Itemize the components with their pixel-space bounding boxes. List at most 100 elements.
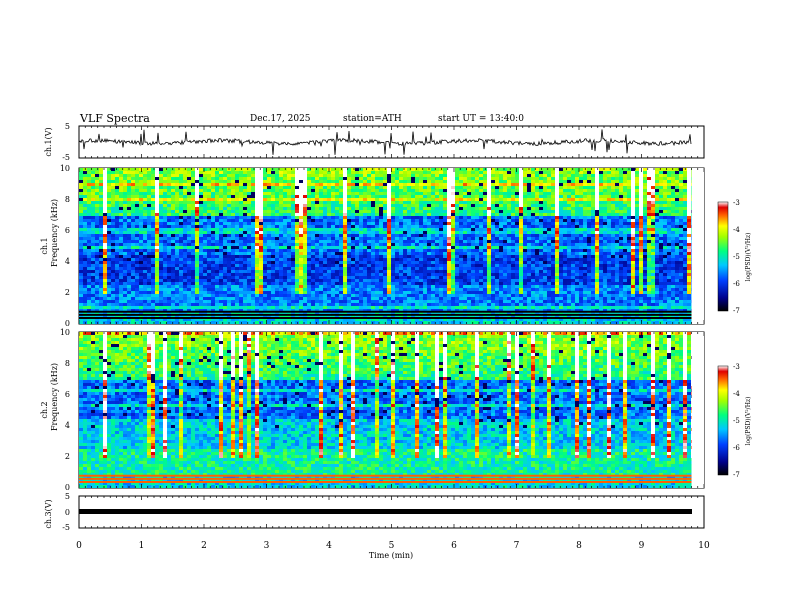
spectrogram-cell [151, 240, 155, 243]
spectrogram-cell [399, 222, 403, 225]
spectrogram-cell [147, 261, 151, 264]
spectrogram-cell [607, 180, 611, 183]
spectrogram-cell [675, 225, 679, 228]
spectrogram-cell [523, 204, 527, 207]
spectrogram-cell [491, 258, 495, 261]
spectrogram-cell [387, 213, 391, 216]
spectrogram-cell [283, 243, 287, 246]
spectrogram-cell [623, 228, 627, 231]
spectrogram-cell [99, 189, 103, 192]
spectrogram-cell [451, 174, 455, 177]
spectrogram-cell [295, 168, 299, 171]
spectrogram-cell [347, 207, 351, 210]
spectrogram-cell [307, 234, 311, 237]
spectrogram-cell [523, 252, 527, 255]
spectrogram-cell [567, 174, 571, 177]
spectrogram-cell [655, 246, 659, 249]
spectrogram-cell [227, 198, 231, 201]
spectrogram-cell [603, 231, 607, 234]
spectrogram-cell [379, 213, 383, 216]
spectrogram-cell [103, 186, 107, 189]
spectrogram-cell [283, 213, 287, 216]
spectrogram-cell [675, 177, 679, 180]
spectrogram-cell [663, 213, 667, 216]
spectrogram-cell [139, 204, 143, 207]
spectrogram-cell [299, 219, 303, 222]
spectrogram-cell [667, 237, 671, 240]
spectrogram-cell [91, 219, 95, 222]
spectrogram-cell [335, 201, 339, 204]
spectrogram-cell [87, 252, 91, 255]
spectrogram-cell [559, 222, 563, 225]
spectrogram-cell [531, 216, 535, 219]
spectrogram-cell [191, 198, 195, 201]
spectrogram-cell [507, 246, 511, 249]
spectrogram-cell [207, 231, 211, 234]
spectrogram-cell [571, 240, 575, 243]
spectrogram-cell [431, 255, 435, 258]
spectrogram-cell [347, 168, 351, 171]
spectrogram-cell [479, 234, 483, 237]
spectrogram-cell [91, 204, 95, 207]
spectrogram-cell [527, 201, 531, 204]
spectrogram-cell [187, 180, 191, 183]
spectrogram-cell [623, 186, 627, 189]
spectrogram-cell [599, 243, 603, 246]
spectrogram-cell [647, 243, 651, 246]
spectrogram-cell [231, 255, 235, 258]
spectrogram-cell [119, 258, 123, 261]
spectrogram-cell [87, 192, 91, 195]
spectrogram-cell [143, 216, 147, 219]
spectrogram-cell [443, 201, 447, 204]
spectrogram-cell [395, 213, 399, 216]
spectrogram-cell [311, 261, 315, 264]
spectrogram-cell [143, 183, 147, 186]
spectrogram-cell [83, 183, 87, 186]
spectrogram-cell [347, 219, 351, 222]
spectrogram-cell [191, 264, 195, 267]
spectrogram-cell [311, 234, 315, 237]
spectrogram-cell [435, 204, 439, 207]
spectrogram-cell [195, 264, 199, 267]
spectrogram-cell [459, 216, 463, 219]
spectrogram-cell [231, 243, 235, 246]
spectrogram-cell [491, 207, 495, 210]
spectrogram-cell [663, 243, 667, 246]
spectrogram-cell [563, 216, 567, 219]
spectrogram-cell [615, 249, 619, 252]
spectrogram-cell [95, 243, 99, 246]
spectrogram-cell [259, 237, 263, 240]
spectrogram-cell [127, 222, 131, 225]
spectrogram-cell [543, 180, 547, 183]
spectrogram-cell [259, 246, 263, 249]
spectrogram-cell [159, 216, 163, 219]
spectrogram-cell [495, 174, 499, 177]
spectrogram-cell [535, 261, 539, 264]
spectrogram-cell [607, 237, 611, 240]
spectrogram-cell [535, 192, 539, 195]
spectrogram-cell [91, 201, 95, 204]
spectrogram-cell [427, 180, 431, 183]
spectrogram-cell [295, 222, 299, 225]
spectrogram-cell [171, 183, 175, 186]
spectrogram-cell [259, 174, 263, 177]
spectrogram-cell [683, 207, 687, 210]
spectrogram-cell [251, 186, 255, 189]
spectrogram-cell [451, 219, 455, 222]
spectrogram-cell [127, 192, 131, 195]
spectrogram-cell [499, 207, 503, 210]
spectrogram-cell [223, 174, 227, 177]
spectrogram-cell [463, 207, 467, 210]
spectrogram-cell [191, 258, 195, 261]
spectrogram-cell [423, 171, 427, 174]
spectrogram-cell [415, 219, 419, 222]
spectrogram-cell [375, 222, 379, 225]
spectrogram-cell [147, 168, 151, 171]
spectrogram-cell [303, 264, 307, 267]
spectrogram-cell [615, 207, 619, 210]
spectrogram-cell [263, 183, 267, 186]
spectrogram-cell [119, 261, 123, 264]
spectrogram-cell [147, 219, 151, 222]
spectrogram-cell [83, 192, 87, 195]
spectrogram-cell [559, 231, 563, 234]
